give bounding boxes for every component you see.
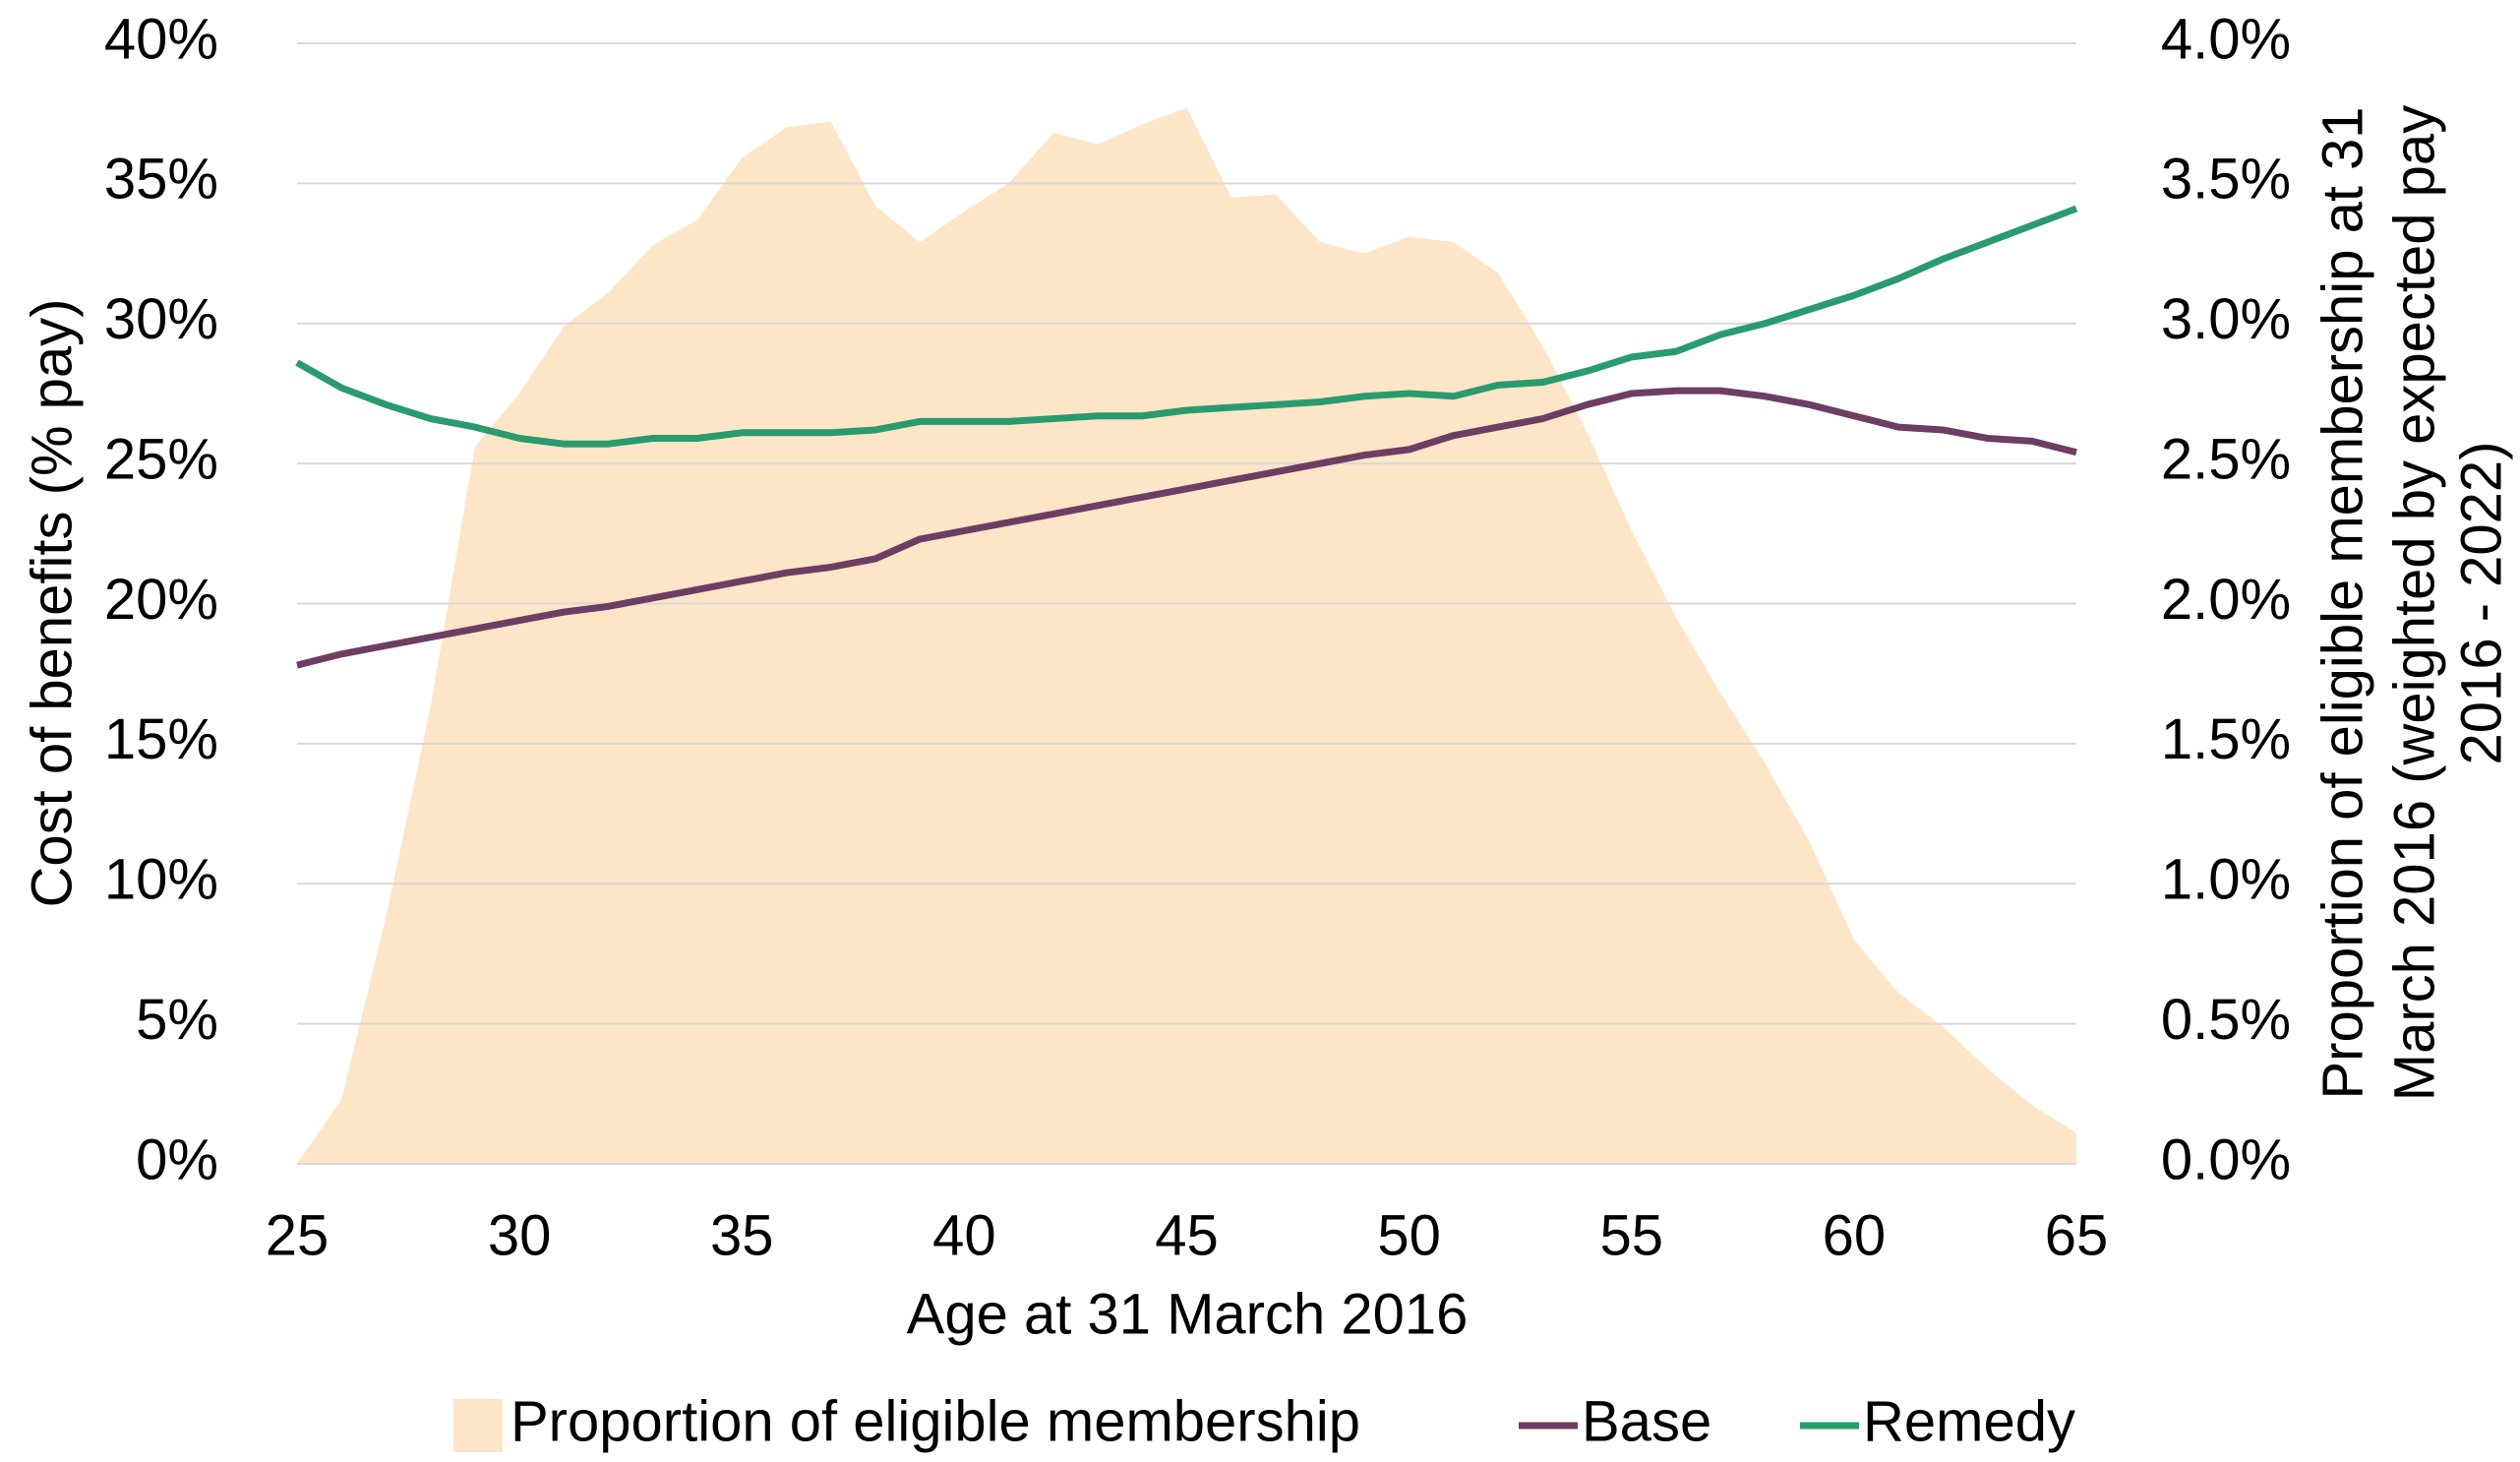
y-tick-label: 20% [104,568,218,632]
x-tick-label: 55 [1599,1203,1663,1267]
y2-tick-label: 0.5% [2161,988,2291,1052]
y-tick-label: 5% [136,988,218,1052]
legend-swatch [453,1399,503,1452]
legend-label: Base [1582,1389,1711,1453]
line [295,205,2078,448]
y-tick-label: 35% [104,148,218,212]
y2-tick-label: 3.0% [2161,287,2291,351]
x-tick-label: 50 [1377,1203,1441,1267]
x-axis-label: Age at 31 March 2016 [907,1282,1469,1346]
y2-tick-label: 0.0% [2161,1127,2291,1191]
y-tick-label: 0% [136,1127,218,1191]
y-tick-label: 30% [104,287,218,351]
y2-axis-label: March 2016 (weighted by expected pay [2382,105,2446,1101]
x-tick-label: 65 [2045,1203,2109,1267]
y2-tick-label: 3.5% [2161,148,2291,212]
x-tick-label: 45 [1155,1203,1219,1267]
legend-label: Remedy [1863,1389,2075,1453]
x-tick-label: 30 [488,1203,552,1267]
x-tick-label: 25 [266,1203,330,1267]
y-tick-label: 25% [104,427,218,491]
y2-axis-label: Proportion of eligible membership at 31 [2310,106,2374,1099]
y2-tick-label: 4.0% [2161,7,2291,71]
line [296,387,2077,669]
y-axis-label: Cost of benefits (% pay) [20,299,84,908]
y2-tick-label: 1.5% [2161,707,2291,771]
legend-label: Proportion of eligible membership [510,1389,1360,1453]
x-tick-label: 35 [710,1203,774,1267]
y-tick-label: 40% [104,7,218,71]
y-tick-label: 15% [104,707,218,771]
x-tick-label: 60 [1823,1203,1887,1267]
y2-tick-label: 2.0% [2161,568,2291,632]
y2-axis-label: 2016 - 2022) [2449,442,2513,765]
x-tick-label: 40 [932,1203,996,1267]
area [297,107,2076,1164]
y2-tick-label: 2.5% [2161,427,2291,491]
y2-tick-label: 1.0% [2161,848,2291,912]
y-tick-label: 10% [104,848,218,912]
